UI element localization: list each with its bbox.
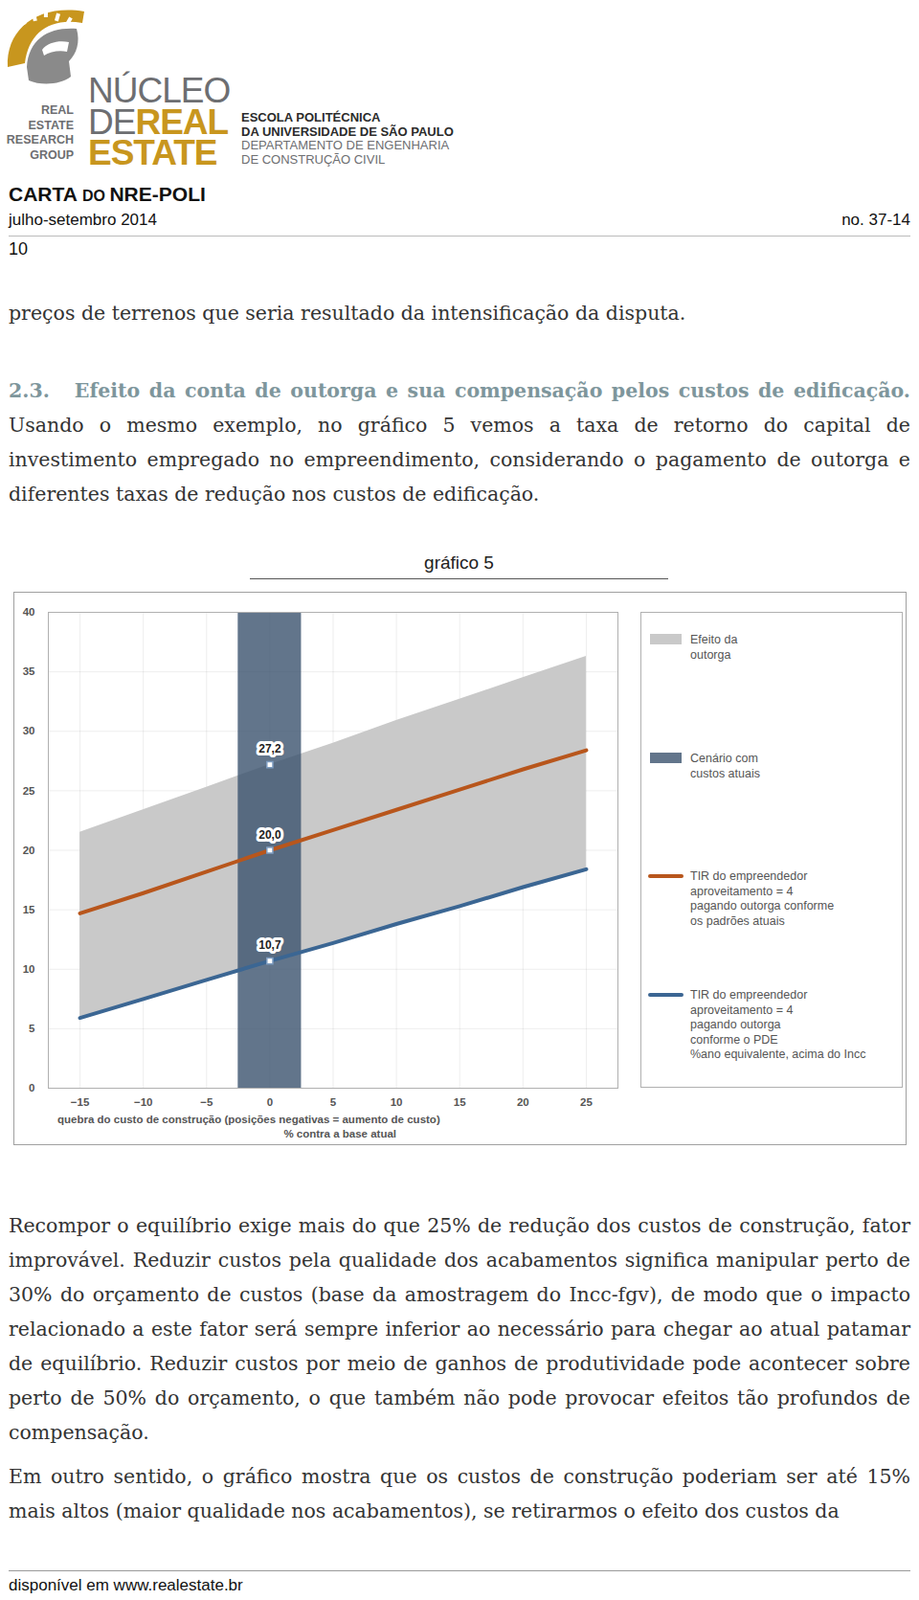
svg-text:TIR do empreendedoraproveitame: TIR do empreendedoraproveitamento = 4pag…	[690, 987, 866, 1061]
svg-text:40: 40	[22, 605, 36, 618]
html-text:Usando o mesmo exemplo, no grá: Usando o mesmo exemplo, no gráfico 5 vem…	[8, 413, 911, 506]
svg-text:35: 35	[22, 665, 36, 677]
svg-text:10: 10	[390, 1096, 404, 1108]
html-text:Em outro sentido, o gráfico mo: Em outro sentido, o gráfico mostra que o…	[8, 1464, 911, 1523]
svg-text:10: 10	[22, 963, 36, 975]
svg-text:10,7: 10,7	[258, 938, 282, 952]
svg-text:0: 0	[267, 1096, 273, 1108]
svg-text:Efeito daoutorga: Efeito daoutorga	[690, 632, 738, 662]
svg-text:TIR do empreendedoraproveitame: TIR do empreendedoraproveitamento = 4pag…	[690, 869, 834, 928]
svg-text:25: 25	[22, 784, 36, 797]
svg-text:NÚCLEO: NÚCLEO	[88, 70, 230, 111]
svg-text:DEPARTAMENTO DE ENGENHARIA: DEPARTAMENTO DE ENGENHARIA	[241, 137, 450, 153]
svg-text:−15: −15	[70, 1096, 90, 1108]
svg-text:−10: −10	[134, 1096, 154, 1108]
svg-text:20: 20	[516, 1096, 530, 1108]
svg-text:−5: −5	[200, 1096, 214, 1108]
svg-text:ESTATE: ESTATE	[88, 133, 218, 173]
svg-text:CARTA DO NRE-POLI: CARTA DO NRE-POLI	[8, 182, 206, 205]
svg-text:5: 5	[330, 1096, 337, 1108]
svg-text:30: 30	[22, 724, 36, 737]
svg-text:15: 15	[22, 903, 36, 916]
svg-text:julho-setembro 2014: julho-setembro 2014	[7, 210, 157, 229]
html-text:Recompor o equilíbrio exige ma: Recompor o equilíbrio exige mais do que …	[8, 1213, 911, 1444]
svg-text:DA UNIVERSIDADE DE SÃO PAULO: DA UNIVERSIDADE DE SÃO PAULO	[241, 124, 454, 139]
svg-text:Cenário comcustos atuais: Cenário comcustos atuais	[690, 751, 761, 781]
html-text:10: 10	[8, 239, 28, 259]
html-text:gráfico 5: gráfico 5	[424, 552, 494, 573]
svg-text:REAL: REAL	[41, 103, 74, 117]
svg-text:27,2: 27,2	[258, 741, 282, 756]
svg-text:GROUP: GROUP	[29, 148, 74, 162]
svg-text:ESTATE: ESTATE	[28, 118, 74, 133]
svg-text:RESEARCH: RESEARCH	[6, 133, 74, 147]
html-text:DE REAL: DE REAL	[88, 102, 228, 142]
svg-text:DE CONSTRUÇÃO CIVIL: DE CONSTRUÇÃO CIVIL	[241, 152, 385, 167]
html-text:preços de terrenos que seria r: preços de terrenos que seria resultado d…	[8, 301, 686, 325]
svg-text:ESCOLA POLITÉCNICA: ESCOLA POLITÉCNICA	[241, 110, 382, 125]
svg-text:15: 15	[453, 1096, 467, 1108]
svg-text:no. 37-14: no. 37-14	[841, 210, 911, 229]
html-text:Efeito da conta de outorga e s: Efeito da conta de outorga e sua compens…	[74, 379, 911, 403]
svg-text:0: 0	[28, 1081, 35, 1094]
svg-text:20: 20	[22, 844, 36, 856]
svg-text:25: 25	[580, 1096, 593, 1108]
html-text:2.3.: 2.3.	[8, 379, 50, 403]
html-text:quebra do custo de construção: quebra do custo de construção (posições …	[57, 1113, 441, 1140]
html-text:disponível em www.realestate.b: disponível em www.realestate.br	[8, 1575, 243, 1594]
svg-text:5: 5	[28, 1022, 36, 1034]
svg-text:20,0: 20,0	[258, 828, 282, 842]
